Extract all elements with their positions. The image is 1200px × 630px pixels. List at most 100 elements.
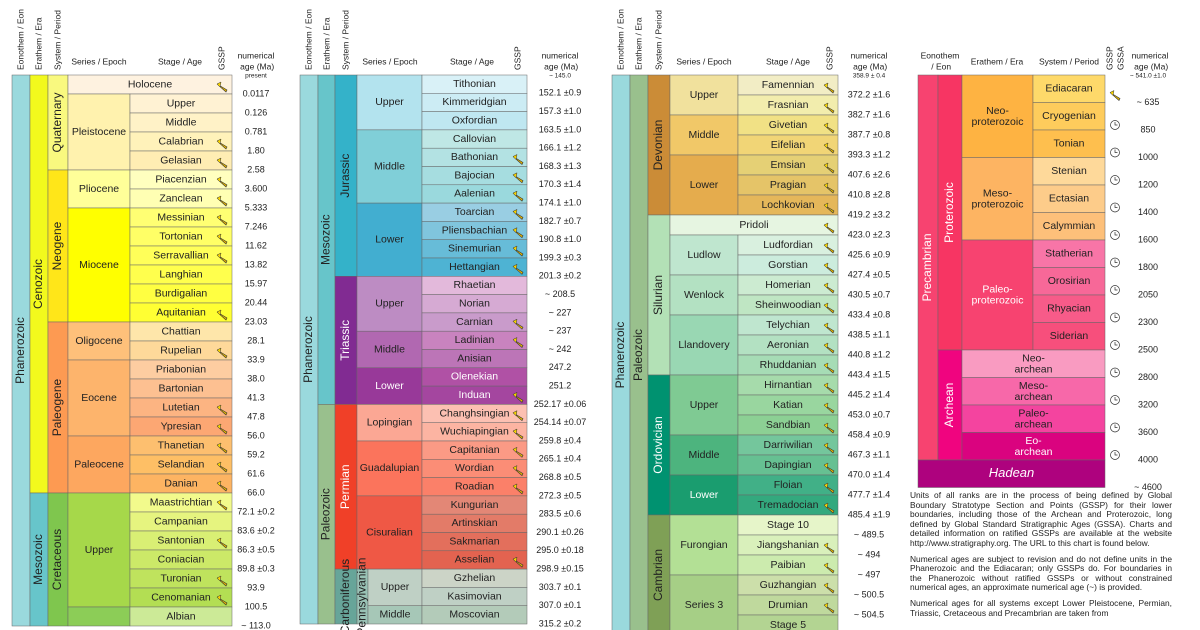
age-label: 3200 <box>1138 399 1158 409</box>
gssp-flag <box>823 302 829 309</box>
note: Units of all ranks are in the process of… <box>910 490 1172 548</box>
unit-label: Pragian <box>770 179 806 191</box>
gssp-flag <box>512 318 518 325</box>
age-label: 458.4 ±0.9 <box>848 429 890 439</box>
unit-label: Rhaetian <box>453 279 495 291</box>
age-label: 425.6 ±0.9 <box>848 249 890 259</box>
gssp-flag <box>512 391 518 398</box>
unit-label: Furongian <box>680 539 727 551</box>
age-label: 1000 <box>1138 152 1158 162</box>
gssp-marker <box>216 252 228 264</box>
age-label: 83.6 ±0.2 <box>237 525 274 535</box>
unit-label: Ectasian <box>1049 193 1089 205</box>
unit-label: Drumian <box>768 599 808 611</box>
gssp-flag <box>216 499 222 506</box>
gssp-marker <box>823 242 835 254</box>
age-label: 430.5 ±0.7 <box>848 289 890 299</box>
age-label: 295.0 ±0.18 <box>536 545 583 555</box>
age-label: 438.5 ±1.1 <box>848 329 890 339</box>
gssp-flag <box>823 142 829 149</box>
unit-cell <box>1032 102 1106 131</box>
unit-label: Capitanian <box>449 444 499 456</box>
gssp-marker <box>823 282 835 294</box>
gssp-flag <box>823 382 829 389</box>
gssp-marker <box>823 482 835 494</box>
unit-label: Calymmian <box>1043 220 1096 232</box>
gssp-flag <box>216 575 222 582</box>
unit-label: Bathonian <box>451 151 498 163</box>
age-label: ~ 500.5 <box>854 589 884 599</box>
unit-label: Ordovician <box>651 416 665 473</box>
unit-label: Middle <box>374 160 405 172</box>
column-header: Erathem / Era <box>33 17 43 70</box>
unit-label: Changhsingian <box>439 407 509 419</box>
gssp-flag <box>216 309 222 316</box>
gssp-flag <box>216 214 222 221</box>
age-label: 259.8 ±0.4 <box>539 435 581 445</box>
gssa-marker <box>1110 202 1120 213</box>
unit-label: Anisian <box>457 352 492 364</box>
column-header: Eonothem / Eon <box>921 51 960 72</box>
unit-label: Ediacaran <box>1045 83 1092 95</box>
gssp-marker <box>216 404 228 416</box>
unit-label: Paleozoic <box>319 488 333 540</box>
gssp-marker <box>216 157 228 169</box>
gssa-hand <box>1114 342 1118 346</box>
gssa-hand <box>1114 177 1118 181</box>
gssp-flag <box>216 81 222 88</box>
unit-label: Middle <box>374 343 405 355</box>
age-label: 23.03 <box>245 316 268 326</box>
age-label: 66.0 <box>247 487 265 497</box>
unit-label: Upper <box>167 97 196 109</box>
gssp-flag <box>823 542 829 549</box>
gssp-flag <box>823 582 829 589</box>
gssp-marker <box>512 465 524 477</box>
age-label: 307.0 ±0.1 <box>539 600 581 610</box>
unit-label: Pridoli <box>739 219 768 231</box>
gssp-flag <box>823 562 829 569</box>
unit-cell <box>961 239 1034 351</box>
unit-cell <box>1032 184 1106 213</box>
gssp-flag <box>216 480 222 487</box>
unit-label: Roadian <box>455 481 494 493</box>
unit-label: Induan <box>458 389 490 401</box>
age-label: 303.7 ±0.1 <box>539 582 581 592</box>
gssp-flag <box>216 176 222 183</box>
age-label: 265.1 ±0.4 <box>539 454 581 464</box>
gssp-marker <box>512 190 524 202</box>
gssa-hand <box>1114 369 1118 373</box>
unit-label: Neo-proterozoic <box>972 105 1024 128</box>
age-label: 89.8 ±0.3 <box>237 563 274 573</box>
unit-label: Campanian <box>154 515 208 527</box>
age-label: 41.3 <box>247 392 265 402</box>
unit-label: Emsian <box>770 159 805 171</box>
gssa-marker <box>1110 450 1120 460</box>
unit-label: Aeronian <box>767 339 809 351</box>
gssp-flag <box>823 422 829 429</box>
unit-label: Carboniferous <box>338 559 352 630</box>
gssp-flag <box>216 347 222 354</box>
column-header: Series / Epoch <box>71 56 127 66</box>
unit-label: Rupelian <box>160 344 202 356</box>
unit-label: Permian <box>338 464 352 509</box>
unit-label: Silurian <box>651 275 665 315</box>
gssp-flag <box>216 138 222 145</box>
unit-label: Tonian <box>1054 138 1085 150</box>
unit-cell <box>421 605 528 625</box>
gssp-flag <box>823 322 829 329</box>
gssp-flag <box>512 337 518 344</box>
gssp-marker <box>216 309 228 321</box>
gssp-flag <box>512 410 518 417</box>
gssp-marker <box>823 502 835 514</box>
age-label: 61.6 <box>247 468 265 478</box>
age-label: 15.97 <box>245 278 268 288</box>
unit-label: Stenian <box>1051 165 1087 177</box>
unit-label: Piacenzian <box>155 173 207 185</box>
unit-label: Neogene <box>50 221 64 270</box>
age-label: 427.4 ±0.5 <box>848 269 890 279</box>
age-label: ~ 494 <box>858 549 881 559</box>
age-label: 86.3 ±0.5 <box>237 544 274 554</box>
unit-label: Jurassic <box>338 154 352 198</box>
unit-label: Kimmeridgian <box>442 96 506 108</box>
gssp-marker <box>216 594 228 606</box>
